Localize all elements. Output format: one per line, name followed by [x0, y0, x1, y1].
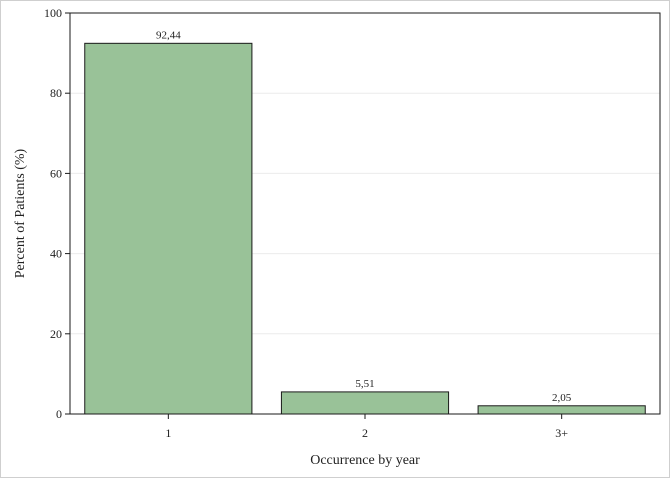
y-tick-label-60: 60: [50, 166, 62, 180]
y-tick-label-20: 20: [50, 327, 62, 341]
x-axis: 1 2 3+: [165, 414, 568, 440]
x-axis-title: Occurrence by year: [310, 453, 420, 468]
data-label-1: 92,44: [156, 29, 181, 41]
bar-3+: [477, 405, 646, 415]
y-tick-label-40: 40: [50, 247, 62, 261]
y-tick-label-0: 0: [56, 407, 62, 421]
data-label-2: 5,51: [355, 378, 374, 390]
data-labels: 92,44 5,51 2,05: [156, 29, 572, 403]
data-label-3+: 2,05: [552, 392, 572, 404]
y-axis: 0 20 40 60 80 100: [44, 6, 70, 421]
y-axis-title: Percent of Patients (%): [13, 148, 28, 278]
bars: [84, 42, 646, 415]
bar-1: [84, 42, 253, 415]
x-tick-label-2: 2: [362, 426, 368, 440]
bar-2: [280, 391, 450, 415]
x-tick-label-1: 1: [165, 426, 171, 440]
x-tick-label-3+: 3+: [555, 426, 568, 440]
y-tick-label-80: 80: [50, 86, 62, 100]
y-tick-label-100: 100: [44, 6, 62, 20]
